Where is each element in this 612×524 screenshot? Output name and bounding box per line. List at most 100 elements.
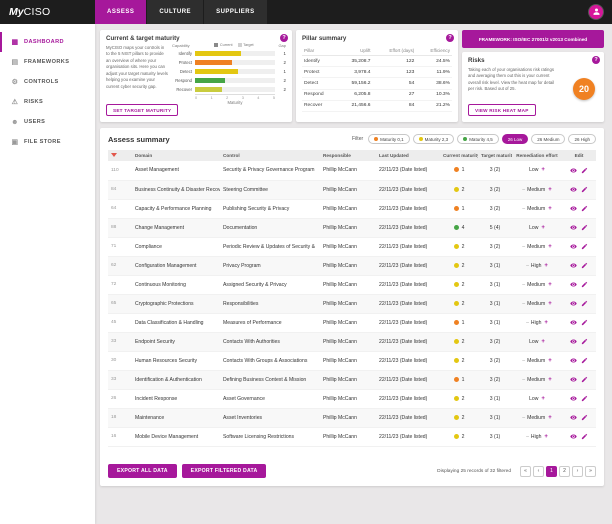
pencil-icon[interactable] xyxy=(581,319,588,326)
sidebar-item-dashboard[interactable]: ▦ DASHBOARD xyxy=(0,32,95,52)
tab-assess[interactable]: ASSESS xyxy=(95,0,147,24)
plus-icon[interactable]: + xyxy=(541,395,545,402)
sidebar-item-users[interactable]: ☻ USERS xyxy=(0,112,95,132)
user-avatar[interactable] xyxy=(589,5,603,19)
plus-icon[interactable]: + xyxy=(544,262,548,269)
col-sort[interactable] xyxy=(108,150,132,161)
plus-icon[interactable]: + xyxy=(548,243,552,250)
col-current-maturity[interactable]: Current maturity xyxy=(440,150,478,161)
assess-row[interactable]: 33 Endpoint Security Contacts With Authori… xyxy=(108,332,596,352)
export-filtered-data-button[interactable]: EXPORT FILTERED DATA xyxy=(181,464,267,478)
assess-row[interactable]: 45 Data Classification & Handling Measures… xyxy=(108,313,596,333)
assess-row[interactable]: 33 Identification & Authentication Definin… xyxy=(108,370,596,390)
assess-row[interactable]: 84 Business Continuity & Disaster Recover… xyxy=(108,180,596,200)
plus-icon[interactable]: + xyxy=(548,186,552,193)
plus-icon[interactable]: + xyxy=(548,281,552,288)
filter-chip-maturity-4-5[interactable]: Maturity 4,5 xyxy=(457,134,499,144)
eye-icon[interactable] xyxy=(570,262,577,269)
pencil-icon[interactable] xyxy=(581,167,588,174)
col-edit[interactable]: Edit xyxy=(562,150,596,161)
pencil-icon[interactable] xyxy=(581,433,588,440)
assess-row[interactable]: 71 Compliance Periodic Review & Updates of… xyxy=(108,237,596,257)
pencil-icon[interactable] xyxy=(581,414,588,421)
framework-button[interactable]: FRAMEWORK: ISO/IEC 27001/2 v2013 Combine… xyxy=(462,30,604,48)
assess-row[interactable]: 110 Asset Management Security & Privacy Go… xyxy=(108,161,596,181)
assess-row[interactable]: 65 Cryptographic Protections Responsibilit… xyxy=(108,294,596,314)
plus-icon[interactable]: + xyxy=(548,376,552,383)
sidebar-item-frameworks[interactable]: ▤ FRAMEWORKS xyxy=(0,52,95,72)
col-target-maturity[interactable]: Target maturity xyxy=(478,150,512,161)
assess-row[interactable]: 64 Capacity & Performance Planning Publish… xyxy=(108,199,596,219)
pencil-icon[interactable] xyxy=(581,338,588,345)
assess-row[interactable]: 16 Mobile Device Management Software Licen… xyxy=(108,427,596,447)
pencil-icon[interactable] xyxy=(581,376,588,383)
eye-icon[interactable] xyxy=(570,281,577,288)
pencil-icon[interactable] xyxy=(581,186,588,193)
assess-row[interactable]: 30 Human Resources Security Contacts With … xyxy=(108,351,596,371)
plus-icon[interactable]: + xyxy=(548,414,552,421)
page-1-button[interactable]: 1 xyxy=(546,465,557,477)
eye-icon[interactable] xyxy=(570,319,577,326)
filter-chip-26-low[interactable]: 26 Low xyxy=(501,134,529,144)
plus-icon[interactable]: + xyxy=(548,300,552,307)
page-first-button[interactable]: « xyxy=(520,465,531,477)
pencil-icon[interactable] xyxy=(581,281,588,288)
plus-icon[interactable]: + xyxy=(548,357,552,364)
filter-chip-26-medium[interactable]: 26 Medium xyxy=(531,134,566,144)
col-last-updated[interactable]: Last Updated xyxy=(376,150,440,161)
eye-icon[interactable] xyxy=(570,243,577,250)
plus-icon[interactable]: + xyxy=(541,338,545,345)
eye-icon[interactable] xyxy=(570,357,577,364)
eye-icon[interactable] xyxy=(570,433,577,440)
pencil-icon[interactable] xyxy=(581,262,588,269)
pencil-icon[interactable] xyxy=(581,243,588,250)
page-last-button[interactable]: » xyxy=(585,465,596,477)
export-all-data-button[interactable]: EXPORT ALL DATA xyxy=(108,464,177,478)
eye-icon[interactable] xyxy=(570,376,577,383)
pencil-icon[interactable] xyxy=(581,395,588,402)
pencil-icon[interactable] xyxy=(581,300,588,307)
filter-chip-maturity-2-3[interactable]: Maturity 2,3 xyxy=(412,134,455,144)
col-remediation-effort[interactable]: Remediation effort xyxy=(512,150,562,161)
page-2-button[interactable]: 2 xyxy=(559,465,570,477)
page-prev-button[interactable]: ‹ xyxy=(533,465,544,477)
plus-icon[interactable]: + xyxy=(548,205,552,212)
effort-level-label: Medium xyxy=(527,414,546,421)
view-risk-heat-map-button[interactable]: VIEW RISK HEAT MAP xyxy=(468,104,536,116)
pencil-icon[interactable] xyxy=(581,205,588,212)
help-icon[interactable]: ? xyxy=(280,34,288,42)
sidebar-item-risks[interactable]: ⚠ RISKS xyxy=(0,92,95,112)
assess-row[interactable]: 18 Maintenance Asset Inventories Phillip Mc… xyxy=(108,408,596,428)
tab-culture[interactable]: CULTURE xyxy=(147,0,204,24)
sidebar-item-controls[interactable]: ⚙ CONTROLS xyxy=(0,72,95,92)
page-next-button[interactable]: › xyxy=(572,465,583,477)
col-control[interactable]: Control xyxy=(220,150,320,161)
eye-icon[interactable] xyxy=(570,395,577,402)
eye-icon[interactable] xyxy=(570,205,577,212)
set-target-maturity-button[interactable]: SET TARGET MATURITY xyxy=(106,104,179,116)
filter-chip-26-high[interactable]: 26 High xyxy=(568,134,596,144)
eye-icon[interactable] xyxy=(570,186,577,193)
eye-icon[interactable] xyxy=(570,414,577,421)
eye-icon[interactable] xyxy=(570,338,577,345)
help-icon[interactable]: ? xyxy=(592,56,600,64)
plus-icon[interactable]: + xyxy=(544,433,548,440)
assess-row[interactable]: 88 Change Management Documentation Phillip … xyxy=(108,218,596,238)
plus-icon[interactable]: + xyxy=(544,319,548,326)
eye-icon[interactable] xyxy=(570,167,577,174)
pencil-icon[interactable] xyxy=(581,357,588,364)
assess-row[interactable]: 72 Continuous Monitoring Assigned Security… xyxy=(108,275,596,295)
eye-icon[interactable] xyxy=(570,224,577,231)
help-icon[interactable]: ? xyxy=(446,34,454,42)
assess-row[interactable]: 26 Incident Response Asset Governance Phill… xyxy=(108,389,596,409)
plus-icon[interactable]: + xyxy=(541,167,545,174)
col-responsible[interactable]: Responsible xyxy=(320,150,376,161)
tab-suppliers[interactable]: SUPPLIERS xyxy=(204,0,267,24)
col-domain[interactable]: Domain xyxy=(132,150,220,161)
assess-row[interactable]: 62 Configuration Management Privacy Progra… xyxy=(108,256,596,276)
eye-icon[interactable] xyxy=(570,300,577,307)
plus-icon[interactable]: + xyxy=(541,224,545,231)
sidebar-item-file-store[interactable]: ▣ FILE STORE xyxy=(0,132,95,152)
pencil-icon[interactable] xyxy=(581,224,588,231)
filter-chip-maturity-0-1[interactable]: Maturity 0,1 xyxy=(368,134,410,144)
